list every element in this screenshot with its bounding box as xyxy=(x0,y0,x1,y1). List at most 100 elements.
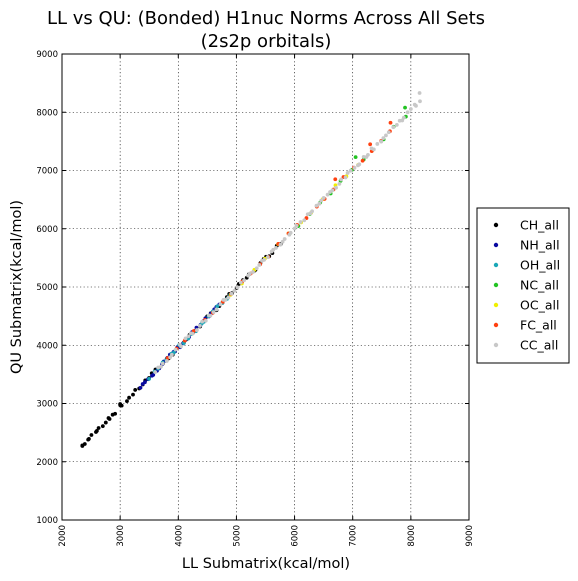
point-NH_all xyxy=(142,380,147,385)
legend-marker-FC_all xyxy=(493,322,499,328)
legend-label-OH_all: OH_all xyxy=(520,258,560,273)
point-CC_all xyxy=(247,271,252,276)
point-CC_all xyxy=(198,324,202,328)
x-tick-label: 6000 xyxy=(291,525,301,547)
point-CH_all xyxy=(103,420,108,425)
point-NC_all xyxy=(403,105,407,110)
x-tick-label: 7000 xyxy=(349,525,359,547)
point-CC_all xyxy=(159,364,163,369)
legend-label-NC_all: NC_all xyxy=(520,278,559,293)
point-CC_all xyxy=(366,152,370,157)
axis-ticks: 2000 3000 4000 5000 6000 7000 8000 900010002000… xyxy=(36,50,475,547)
y-tick-label: 2000 xyxy=(36,458,58,468)
point-CH_all xyxy=(80,444,85,448)
x-tick-label: 8000 xyxy=(407,525,417,547)
x-tick-label: 5000 xyxy=(232,525,242,547)
point-CC_all xyxy=(379,139,384,144)
chart-title-line-1: LL vs QU: (Bonded) H1nuc Norms Across Al… xyxy=(47,8,485,29)
point-CC_all xyxy=(330,188,335,193)
y-tick-label: 5000 xyxy=(36,283,58,293)
point-CC_all xyxy=(401,115,406,120)
point-CH_all xyxy=(113,411,118,416)
point-CC_all xyxy=(229,291,234,296)
x-tick-label: 4000 xyxy=(174,525,184,547)
point-CC_all xyxy=(271,247,276,252)
point-CC_all xyxy=(211,310,216,315)
point-CC_all xyxy=(375,142,380,146)
point-CC_all xyxy=(345,171,350,175)
point-CC_all xyxy=(208,313,213,318)
point-CC_all xyxy=(170,352,174,357)
point-OH_all xyxy=(215,304,220,309)
y-tick-label: 6000 xyxy=(36,225,58,235)
point-CC_all xyxy=(391,125,396,130)
point-CC_all xyxy=(317,201,322,206)
point-CC_all xyxy=(282,237,287,241)
legend-marker-OC_all xyxy=(493,302,499,308)
y-tick-label: 9000 xyxy=(36,50,58,60)
point-CC_all xyxy=(310,209,315,214)
point-CC_all xyxy=(153,370,158,375)
point-CC_all xyxy=(238,280,243,285)
point-CH_all xyxy=(127,395,131,400)
point-CC_all xyxy=(179,344,183,349)
point-CC_all xyxy=(348,168,353,173)
x-tick-label: 2000 xyxy=(58,525,68,547)
point-CC_all xyxy=(232,288,237,293)
point-CC_all xyxy=(361,154,366,159)
y-tick-label: 4000 xyxy=(36,341,58,351)
legend-box xyxy=(476,207,570,364)
point-CC_all xyxy=(319,198,324,203)
point-CH_all xyxy=(106,416,111,420)
point-CC_all xyxy=(334,185,338,190)
point-CC_all xyxy=(294,223,299,228)
point-CC_all xyxy=(325,192,330,197)
point-CC_all xyxy=(254,266,259,271)
point-CC_all xyxy=(223,298,228,302)
point-CC_all xyxy=(305,212,310,217)
point-CC_all xyxy=(352,165,357,170)
point-CC_all xyxy=(337,181,342,186)
point-CC_all xyxy=(274,246,278,250)
grid xyxy=(62,54,469,520)
point-CC_all xyxy=(386,130,391,135)
point-CC_all xyxy=(418,99,422,104)
legend-marker-NC_all xyxy=(493,282,499,288)
point-CC_all xyxy=(321,196,326,200)
point-CH_all xyxy=(118,402,123,406)
point-CC_all xyxy=(343,175,348,180)
point-CC_all xyxy=(417,91,422,95)
legend-marker-OH_all xyxy=(493,262,499,268)
point-CC_all xyxy=(278,242,283,247)
point-CC_all xyxy=(414,103,418,108)
point-CC_all xyxy=(214,307,219,312)
point-CC_all xyxy=(405,110,410,115)
point-CC_all xyxy=(381,136,386,141)
point-CH_all xyxy=(131,392,135,397)
point-CC_all xyxy=(195,328,199,332)
point-CC_all xyxy=(160,361,165,366)
series-CC_all xyxy=(153,91,422,375)
legend-label-CC_all: CC_all xyxy=(520,338,558,353)
point-CC_all xyxy=(384,133,388,138)
y-tick-label: 7000 xyxy=(36,167,58,177)
point-FC_all xyxy=(333,177,338,182)
y-tick-label: 8000 xyxy=(36,108,58,118)
x-axis-label: LL Submatrix(kcal/mol) xyxy=(182,556,350,572)
point-CC_all xyxy=(280,239,285,244)
chart-title-line-2: (2s2p orbitals) xyxy=(201,31,332,52)
legend-label-OC_all: OC_all xyxy=(520,298,559,313)
point-CC_all xyxy=(265,255,270,259)
point-CH_all xyxy=(100,424,105,429)
point-CH_all xyxy=(133,388,138,392)
point-FC_all xyxy=(388,120,393,125)
point-FC_all xyxy=(360,158,365,163)
y-tick-label: 3000 xyxy=(36,400,58,410)
point-CH_all xyxy=(86,437,91,442)
point-CC_all xyxy=(257,263,262,267)
point-CC_all xyxy=(298,220,303,224)
point-CC_all xyxy=(203,318,208,323)
point-CC_all xyxy=(357,162,362,167)
point-CC_all xyxy=(251,270,255,274)
